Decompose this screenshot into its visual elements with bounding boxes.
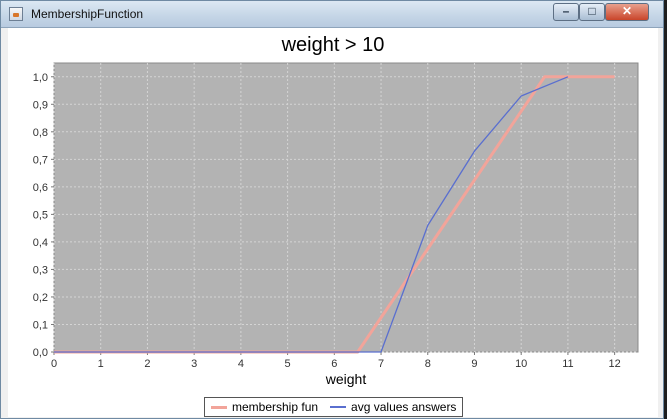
x-axis-label: weight <box>325 371 367 387</box>
x-tick-label: 6 <box>331 358 337 370</box>
y-tick-label: 0,8 <box>33 127 48 139</box>
y-tick-label: 0,5 <box>33 209 48 221</box>
minimize-icon: – <box>562 4 570 18</box>
legend-entry: avg values answers <box>330 400 456 414</box>
close-icon: ✕ <box>621 4 633 18</box>
window-title: MembershipFunction <box>31 7 144 21</box>
legend-swatch <box>330 406 347 408</box>
y-tick-label: 0,6 <box>33 182 48 194</box>
legend-swatch <box>211 405 227 409</box>
y-tick-label: 0,9 <box>33 99 48 111</box>
chart-panel: weight > 10 0 1 2 3 4 5 6 7 8 9 10 11 12 0,0 0,1 0,2 0,3… <box>8 28 658 417</box>
x-tick-label: 11 <box>562 358 573 370</box>
x-tick-label: 12 <box>609 358 621 370</box>
x-tick-label: 5 <box>285 358 291 370</box>
avg-values-answers-line <box>54 76 569 353</box>
maximize-button[interactable]: □ <box>579 3 605 21</box>
plot-area <box>53 62 639 353</box>
x-tick-label: 0 <box>51 358 57 370</box>
legend-label: avg values answers <box>351 400 457 414</box>
java-app-icon <box>9 7 23 21</box>
maximize-icon: □ <box>588 4 596 18</box>
minimize-button[interactable]: – <box>553 3 579 21</box>
y-tick-label: 0,4 <box>33 237 48 249</box>
x-tick-label: 8 <box>425 358 431 370</box>
y-tick-label: 0,3 <box>33 264 48 276</box>
y-tick-label: 0,0 <box>33 347 48 359</box>
x-tick-label: 3 <box>191 358 197 370</box>
close-button[interactable]: ✕ <box>605 3 649 21</box>
x-tick-label: 1 <box>98 358 104 370</box>
y-tick-label: 0,2 <box>33 292 48 304</box>
chart-legend: membership fun avg values answers <box>204 397 464 417</box>
legend-entry: membership fun <box>211 400 318 414</box>
y-tick-label: 1,0 <box>33 72 48 84</box>
y-tick-label: 0,1 <box>33 319 48 331</box>
y-tick-label: 0,7 <box>33 154 48 166</box>
line-chart: 0 1 2 3 4 5 6 7 8 9 10 11 120,00,10,20,30,40,50,60,7… <box>33 62 639 387</box>
title-bar[interactable]: MembershipFunction – □ ✕ <box>1 1 663 28</box>
legend-label: membership fun <box>232 400 319 414</box>
x-tick-label: 2 <box>144 358 150 370</box>
x-tick-label: 9 <box>471 358 477 370</box>
x-tick-label: 7 <box>378 358 384 370</box>
chart-title: weight > 10 <box>281 34 385 56</box>
x-tick-label: 10 <box>515 358 527 370</box>
x-tick-label: 4 <box>238 358 244 370</box>
